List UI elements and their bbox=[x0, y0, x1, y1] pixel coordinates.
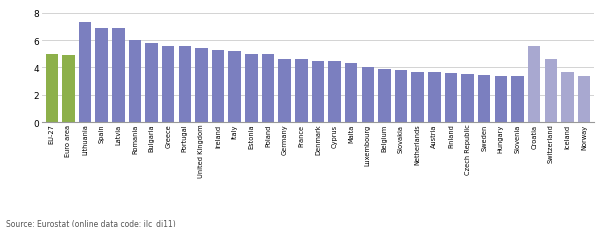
Bar bbox=[112, 29, 125, 123]
Bar bbox=[96, 29, 108, 123]
Bar bbox=[328, 61, 341, 123]
Bar bbox=[179, 46, 191, 123]
Bar bbox=[162, 46, 174, 123]
Bar bbox=[129, 41, 141, 123]
Bar bbox=[312, 61, 324, 123]
Bar bbox=[511, 77, 524, 123]
Bar bbox=[295, 60, 307, 123]
Bar bbox=[428, 72, 441, 123]
Bar bbox=[212, 50, 224, 123]
Bar bbox=[445, 74, 457, 123]
Bar bbox=[578, 76, 590, 123]
Bar bbox=[362, 68, 374, 123]
Bar bbox=[195, 49, 208, 123]
Bar bbox=[45, 54, 58, 123]
Bar bbox=[79, 23, 91, 123]
Bar bbox=[561, 72, 574, 123]
Bar bbox=[395, 71, 407, 123]
Text: Source: Eurostat (online data code: ilc_di11): Source: Eurostat (online data code: ilc_… bbox=[6, 218, 176, 227]
Bar bbox=[62, 56, 75, 123]
Bar bbox=[478, 76, 491, 123]
Bar bbox=[145, 44, 158, 123]
Bar bbox=[261, 54, 274, 123]
Bar bbox=[378, 69, 390, 123]
Bar bbox=[245, 54, 258, 123]
Bar bbox=[528, 46, 540, 123]
Bar bbox=[461, 74, 474, 123]
Bar bbox=[495, 76, 507, 123]
Bar bbox=[544, 60, 557, 123]
Bar bbox=[345, 64, 358, 123]
Bar bbox=[411, 72, 424, 123]
Bar bbox=[229, 52, 241, 123]
Bar bbox=[278, 60, 291, 123]
